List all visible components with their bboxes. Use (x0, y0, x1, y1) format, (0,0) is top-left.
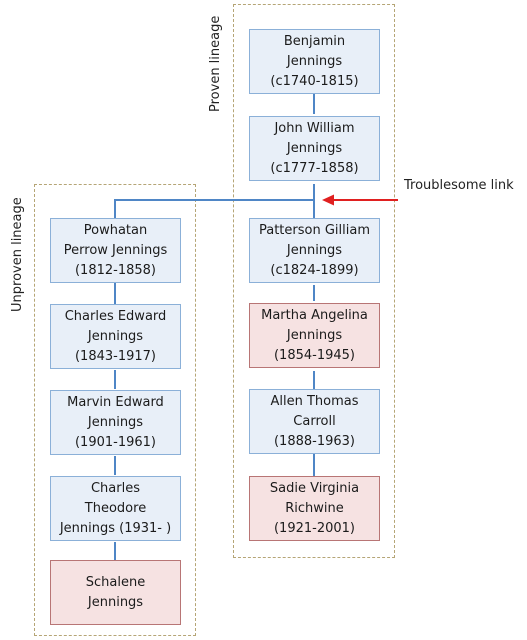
person-charles-edward-jennings: Charles Edward Jennings (1843-1917) (50, 304, 181, 369)
person-marvin-edward-jennings: Marvin Edward Jennings (1901-1961) (50, 390, 181, 455)
person-allen-thomas-carroll: Allen Thomas Carroll (1888-1963) (249, 389, 380, 454)
person-sadie-virginia-richwine: Sadie Virginia Richwine (1921-2001) (249, 476, 380, 541)
proven-lineage-group (233, 4, 395, 558)
troublesome-link-arrowhead (322, 194, 334, 206)
person-benjamin-jennings: Benjamin Jennings (c1740-1815) (249, 29, 380, 94)
person-john-william-jennings: John William Jennings (c1777-1858) (249, 116, 380, 181)
person-charles-theodore-jennings: Charles Theodore Jennings (1931- ) (50, 476, 181, 541)
person-patterson-gilliam-jennings: Patterson Gilliam Jennings (c1824-1899) (249, 218, 380, 283)
link-john-powhatan (114, 199, 314, 218)
unproven-lineage-group (34, 184, 196, 636)
troublesome-link-label: Troublesome link (404, 178, 514, 193)
person-powhatan-perrow-jennings: Powhatan Perrow Jennings (1812-1858) (50, 218, 181, 283)
person-martha-angelina-jennings: Martha Angelina Jennings (1854-1945) (249, 303, 380, 368)
person-schalene-jennings: Schalene Jennings (50, 560, 181, 625)
